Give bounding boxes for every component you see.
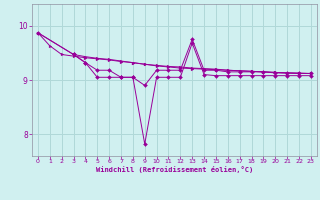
X-axis label: Windchill (Refroidissement éolien,°C): Windchill (Refroidissement éolien,°C)	[96, 166, 253, 173]
